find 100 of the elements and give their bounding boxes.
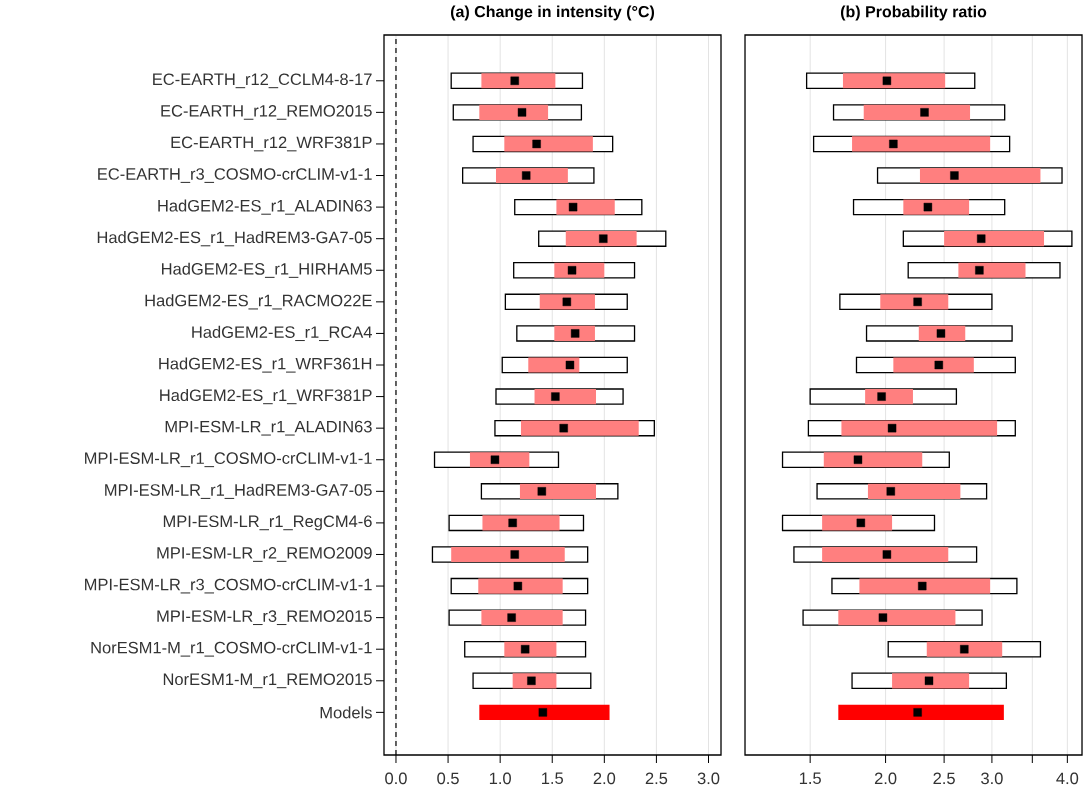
bar [926, 641, 1003, 657]
y-tick-label: EC-EARTH_r12_REMO2015 [161, 104, 372, 120]
y-tick-label: Models [320, 706, 372, 719]
point [913, 708, 922, 717]
x-tick-label: 3.0 [697, 772, 720, 785]
x-tick-label: 1.5 [542, 772, 564, 785]
y-tick-label: HadGEM2-ES_r1_HadREM3-GA7-05 [97, 231, 372, 247]
bar [539, 294, 595, 310]
point [913, 297, 922, 307]
bar [867, 483, 961, 499]
point [522, 171, 531, 180]
x-tick-label: 2.5 [645, 772, 668, 785]
y-tick-label: MPI-ESM-LR_r3_COSMO-crCLIM-v1-1 [85, 578, 372, 594]
point [568, 202, 578, 212]
bar [919, 167, 1041, 184]
bar [565, 231, 637, 247]
point [882, 550, 892, 559]
y-tick-label: MPI-ESM-LR_r1_HadREM3-GA7-05 [105, 483, 372, 499]
bar [842, 73, 946, 89]
y-tick-label: HadGEM2-ES_r1_RACMO22E [145, 294, 372, 310]
x-tick-label: 0.0 [385, 772, 407, 785]
point [918, 581, 927, 591]
point [923, 202, 933, 212]
bar [469, 452, 530, 468]
point [889, 139, 898, 149]
bar [520, 420, 639, 436]
point [559, 423, 568, 433]
bar [852, 136, 991, 152]
point [882, 76, 892, 85]
y-tick-label: HadGEM2-ES_r1_ALADIN63 [158, 199, 372, 215]
y-tick-label: MPI-ESM-LR_r3_REMO2015 [157, 610, 372, 626]
y-tick-label: MPI-ESM-LR_r1_RegCM4-6 [163, 515, 372, 531]
chart-title: (b) Probability ratio [840, 5, 987, 21]
y-tick-label: MPI-ESM-LR_r1_ALADIN63 [165, 420, 372, 436]
x-tick-label: 2.5 [933, 772, 955, 785]
bar [504, 136, 593, 152]
x-tick-label: 3.0 [981, 772, 1003, 785]
y-tick-label: HadGEM2-ES_r1_HIRHAM5 [162, 262, 372, 278]
point [887, 423, 897, 433]
x-tick-label: 4.0 [1056, 772, 1079, 785]
y-tick-label: MPI-ESM-LR_r1_COSMO-crCLIM-v1-1 [85, 452, 372, 468]
bar [495, 167, 568, 184]
point [570, 329, 580, 338]
point [551, 392, 560, 401]
bar [534, 389, 596, 405]
bar [823, 452, 923, 468]
point [490, 455, 500, 464]
y-tick-label: HadGEM2-ES_r1_RCA4 [192, 325, 372, 342]
y-tick-label: EC-EARTH_r12_WRF381P [171, 136, 372, 152]
point [527, 676, 536, 685]
y-tick-label: HadGEM2-ES_r1_WRF381P [160, 388, 372, 405]
x-tick-label: 1.5 [799, 772, 821, 785]
point [877, 392, 886, 401]
point [562, 297, 572, 307]
bar [838, 610, 956, 626]
bar [958, 262, 1026, 278]
point [936, 329, 946, 338]
bar [478, 578, 563, 594]
y-tick-label: EC-EARTH_r12_CCLM4-8-17 [153, 73, 372, 89]
point [567, 266, 577, 275]
point [599, 234, 608, 243]
bar [892, 673, 970, 689]
point [507, 613, 516, 622]
point [510, 550, 519, 559]
point [934, 360, 944, 370]
bar [519, 483, 596, 499]
bar [838, 704, 1004, 720]
bar [481, 73, 556, 89]
bar [481, 610, 563, 626]
bar [479, 104, 549, 120]
point [886, 487, 895, 496]
y-tick-label: NorESM1-M_r1_COSMO-crCLIM-v1-1 [91, 641, 372, 657]
bar [880, 294, 949, 310]
bar [482, 515, 560, 531]
bar [451, 546, 565, 563]
y-tick-label: EC-EARTH_r3_COSMO-crCLIM-v1-1 [98, 168, 372, 183]
x-tick-label: 2.0 [874, 772, 897, 785]
point [878, 613, 888, 622]
point [920, 108, 929, 117]
bar [893, 357, 974, 373]
bar [863, 104, 971, 120]
x-tick-label: 0.5 [437, 772, 459, 785]
chart-title: (a) Change in intensity (°C) [450, 5, 655, 21]
point [532, 139, 541, 149]
point [508, 518, 517, 528]
point [517, 108, 527, 117]
point [565, 360, 575, 370]
x-tick-label: 2.0 [593, 772, 616, 785]
bar [822, 546, 949, 563]
point [537, 487, 547, 496]
point [510, 76, 519, 85]
bar [822, 515, 893, 531]
bar [504, 641, 557, 657]
point [538, 708, 548, 717]
point [924, 676, 934, 685]
bar [944, 231, 1045, 247]
bar [479, 704, 610, 720]
bar [903, 199, 970, 215]
point [513, 581, 523, 591]
bar [841, 420, 998, 436]
